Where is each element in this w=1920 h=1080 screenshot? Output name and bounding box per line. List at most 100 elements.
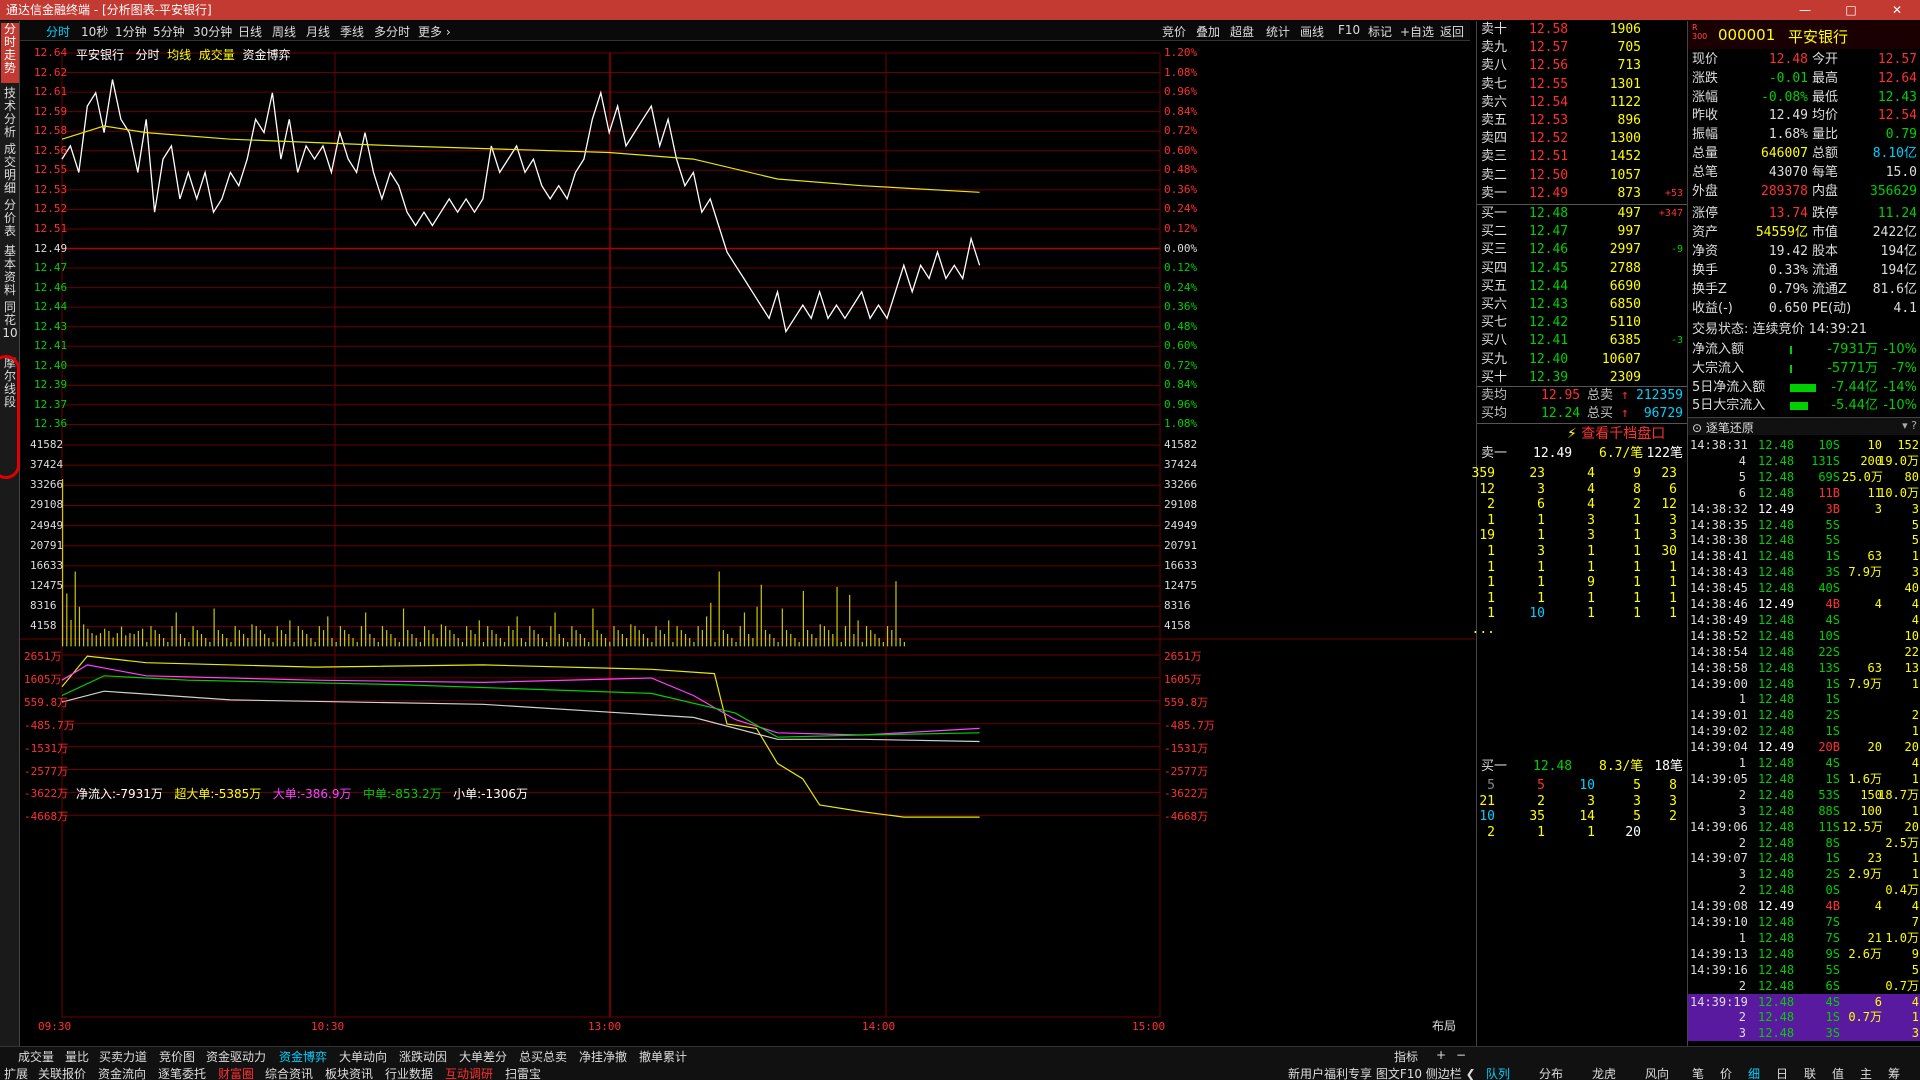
tick-row[interactable]: 14:38:58 12.48 13S 63 13 (1688, 660, 1920, 676)
indicator-tab[interactable]: 资金驱动力 (206, 1050, 267, 1064)
period-more[interactable]: 更多 › (418, 25, 451, 39)
detail-tab[interactable]: 主 (1860, 1067, 1873, 1080)
tick-row[interactable]: 14:38:35 12.48 5S 5 (1688, 517, 1920, 533)
tick-row[interactable]: 14:39:06 12.48 11S 12.5万 20 (1688, 819, 1920, 835)
tick-row[interactable]: 5 12.48 69S 25.0万 80 (1688, 469, 1920, 485)
tool-add-favorite[interactable]: +自选 (1400, 25, 1435, 39)
detail-tab[interactable]: 值 (1832, 1067, 1845, 1080)
indicator-tab[interactable]: 资金博弈 (279, 1050, 328, 1064)
function-tab[interactable]: 资金流向 (98, 1067, 147, 1080)
period-30m[interactable]: 30分钟 (193, 25, 233, 39)
function-tab[interactable]: 板块资讯 (325, 1067, 374, 1080)
period-1m[interactable]: 1分钟 (115, 25, 147, 39)
indicator-tab[interactable]: 总买总卖 (519, 1050, 568, 1064)
maximize-button[interactable]: □ (1845, 3, 1857, 17)
ask-row[interactable]: 卖五 12.53 896 (1481, 112, 1687, 130)
tick-row[interactable]: 14:39:07 12.48 1S 23 1 (1688, 850, 1920, 866)
function-tab[interactable]: 财富圈 (218, 1067, 255, 1080)
detail-tab[interactable]: 价 (1720, 1067, 1733, 1080)
period-week[interactable]: 周线 (272, 25, 297, 39)
minimize-button[interactable]: — (1799, 3, 1811, 17)
function-tab[interactable]: 关联报价 (38, 1067, 87, 1080)
panel-tab[interactable]: 分布 (1539, 1067, 1564, 1080)
function-tab[interactable]: 综合资讯 (265, 1067, 314, 1080)
ask-row[interactable]: 卖八 12.56 713 (1481, 57, 1687, 75)
tick-row[interactable]: 3 12.48 3S 3 (1688, 1025, 1920, 1042)
add-indicator-button[interactable]: + (1436, 1048, 1447, 1062)
indicator-tab[interactable]: 大单差分 (459, 1050, 508, 1064)
tick-row[interactable]: 14:38:41 12.48 1S 63 1 (1688, 548, 1920, 564)
tool-draw[interactable]: 画线 (1300, 25, 1325, 39)
tick-row[interactable]: 14:38:32 12.49 3B 3 3 (1688, 501, 1920, 517)
ask-row[interactable]: 卖十 12.58 1906 (1481, 21, 1687, 39)
bid-row[interactable]: 买八 12.41 6385 -3 (1481, 332, 1687, 350)
ask-row[interactable]: 卖六 12.54 1122 (1481, 94, 1687, 112)
tab-basic-info[interactable]: 基本资料 (3, 244, 16, 297)
intraday-chart[interactable]: 平安银行 分时 均线 成交量 资金博弈 12.64 12.62 12.61 12.59… (20, 42, 1475, 1037)
ask-row[interactable]: 卖二 12.50 1057 (1481, 167, 1687, 185)
indicator-tab[interactable]: 涨跌动因 (399, 1050, 448, 1064)
tick-row[interactable]: 14:39:19 12.48 4S 6 4 (1688, 993, 1920, 1010)
bid-row[interactable]: 买六 12.43 6850 (1481, 296, 1687, 314)
tick-row[interactable]: 14:39:00 12.48 1S 7.9万 1 (1688, 676, 1920, 692)
indicator-tab[interactable]: 净挂净撤 (579, 1050, 628, 1064)
detail-tab[interactable]: 细 (1748, 1067, 1761, 1080)
tab-price-table[interactable]: 分价表 (3, 198, 16, 238)
period-intraday[interactable]: 分时 (46, 25, 71, 39)
tick-row[interactable]: 2 12.48 8S 2.5万 (1688, 835, 1920, 851)
indicator-button[interactable]: 指标 (1394, 1050, 1419, 1064)
remove-indicator-button[interactable]: − (1456, 1048, 1467, 1062)
tick-row[interactable]: 14:38:38 12.48 5S 5 (1688, 532, 1920, 548)
panel-tab[interactable]: 龙虎 (1592, 1067, 1617, 1080)
tick-row[interactable]: 14:38:49 12.48 4S 4 (1688, 612, 1920, 628)
detail-tab[interactable]: 笔 (1692, 1067, 1705, 1080)
bid-row[interactable]: 买七 12.42 5110 (1481, 314, 1687, 332)
indicator-tab[interactable]: 成交量 (18, 1050, 55, 1064)
tick-row[interactable]: 3 12.48 2S 2.9万 1 (1688, 866, 1920, 882)
tick-row[interactable]: 2 12.48 1S 0.7万 1 (1688, 1009, 1920, 1026)
tick-row[interactable]: 14:39:10 12.48 7S 7 (1688, 914, 1920, 930)
ask-row[interactable]: 卖七 12.55 1301 (1481, 76, 1687, 94)
tool-mark[interactable]: 标记 (1368, 25, 1393, 39)
tick-row[interactable]: 14:39:16 12.48 5S 5 (1688, 962, 1920, 978)
indicator-tab[interactable]: 买卖力道 (99, 1050, 148, 1064)
function-tab[interactable]: 互动调研 (445, 1067, 494, 1080)
tick-row[interactable]: 14:38:46 12.49 4B 4 4 (1688, 596, 1920, 612)
function-tab[interactable]: 扫雷宝 (505, 1067, 542, 1080)
function-tab[interactable]: 扩展 (4, 1067, 29, 1080)
indicator-tab[interactable]: 量比 (65, 1050, 90, 1064)
function-tab[interactable]: 逐笔委托 (158, 1067, 207, 1080)
ask-row[interactable]: 卖九 12.57 705 (1481, 39, 1687, 57)
indicator-tab[interactable]: 大单动向 (339, 1050, 388, 1064)
period-month[interactable]: 月线 (306, 25, 331, 39)
period-season[interactable]: 季线 (340, 25, 365, 39)
period-5m[interactable]: 5分钟 (153, 25, 185, 39)
tab-tonghua[interactable]: 同花10 (2, 300, 18, 340)
panel-tab[interactable]: 风向 (1645, 1067, 1670, 1080)
tick-row[interactable]: 14:39:04 12.49 20B 20 20 (1688, 739, 1920, 755)
tool-superdisk[interactable]: 超盘 (1230, 25, 1255, 39)
tick-row[interactable]: 3 12.48 88S 100 1 (1688, 803, 1920, 819)
tick-row[interactable]: 1 12.48 1S (1688, 691, 1920, 707)
tick-row[interactable]: 14:38:52 12.48 10S 10 (1688, 628, 1920, 644)
tick-row[interactable]: 14:39:05 12.48 1S 1.6万 1 (1688, 771, 1920, 787)
tick-row[interactable]: 14:38:54 12.48 22S 22 (1688, 644, 1920, 660)
detail-tab[interactable]: 联 (1804, 1067, 1817, 1080)
ask-row[interactable]: 卖一 12.49 873 +53 (1481, 185, 1687, 203)
tick-row[interactable]: 2 12.48 0S 0.4万 (1688, 882, 1920, 898)
tick-row[interactable]: 14:39:13 12.48 9S 2.6万 9 (1688, 946, 1920, 962)
tick-row[interactable]: 4 12.48 131S 200 19.0万 (1688, 453, 1920, 469)
tick-row[interactable]: 14:38:45 12.48 40S 40 (1688, 580, 1920, 596)
tick-row[interactable]: 1 12.48 4S 4 (1688, 755, 1920, 771)
close-button[interactable]: ✕ (1891, 3, 1903, 17)
tool-overlay[interactable]: 叠加 (1196, 25, 1221, 39)
bid-row[interactable]: 买九 12.40 10607 (1481, 351, 1687, 369)
function-tab[interactable]: 行业数据 (385, 1067, 434, 1080)
bid-row[interactable]: 买四 12.45 2788 (1481, 260, 1687, 278)
bid-row[interactable]: 买五 12.44 6690 (1481, 278, 1687, 296)
ask-row[interactable]: 卖四 12.52 1300 (1481, 130, 1687, 148)
tool-back[interactable]: 返回 (1440, 25, 1465, 39)
tick-row[interactable]: 6 12.48 11B 11 10.0万 (1688, 485, 1920, 501)
detail-tab[interactable]: 日 (1776, 1067, 1789, 1080)
bid-row[interactable]: 买一 12.48 497 +347 (1481, 205, 1687, 223)
